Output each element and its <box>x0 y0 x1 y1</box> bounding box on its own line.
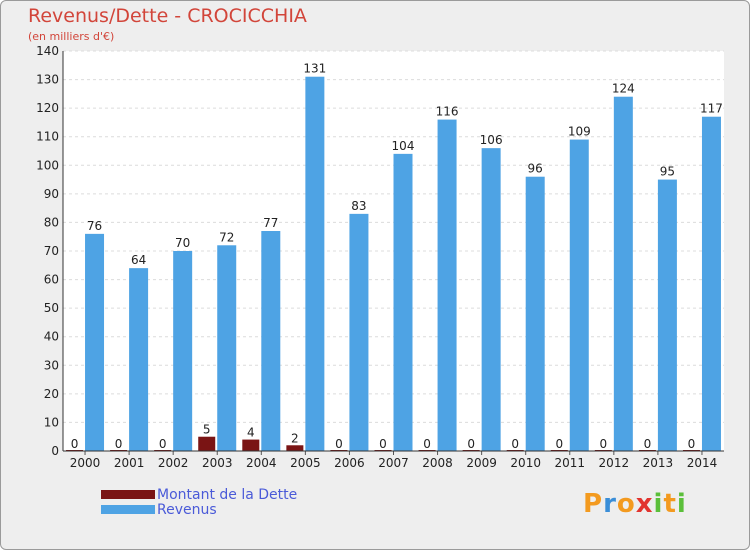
x-tick-label: 2004 <box>246 456 277 470</box>
debt-value-label: 0 <box>115 437 123 451</box>
debt-value-label: 2 <box>291 431 299 445</box>
revenue-bar <box>657 179 677 452</box>
y-tick-label: 20 <box>44 387 59 401</box>
legend-swatch-revenue <box>101 505 155 514</box>
legend-item-debt: Montant de la Dette <box>101 486 298 503</box>
chart-subtitle: (en milliers d'€) <box>28 30 115 43</box>
y-tick-label: 120 <box>36 101 59 115</box>
x-tick-label: 2013 <box>643 456 674 470</box>
y-tick-label: 70 <box>44 244 59 258</box>
revenue-bar <box>217 245 237 451</box>
revenue-bar <box>173 251 193 451</box>
y-tick-label: 60 <box>44 273 59 287</box>
debt-value-label: 4 <box>247 426 255 440</box>
legend-swatch-debt <box>101 490 155 499</box>
legend-label-debt: Montant de la Dette <box>157 486 298 503</box>
revenue-bar <box>437 119 457 452</box>
x-tick-label: 2014 <box>687 456 718 470</box>
logo-letter: x <box>635 489 654 519</box>
x-tick-label: 2002 <box>158 456 189 470</box>
chart-legend: Montant de la Dette Revenus <box>101 486 298 518</box>
debt-value-label: 0 <box>555 437 563 451</box>
revenue-value-label: 83 <box>351 199 366 213</box>
logo-letter: i <box>653 489 664 519</box>
logo-letter: r <box>603 489 617 519</box>
y-tick-label: 110 <box>36 130 59 144</box>
y-tick-label: 130 <box>36 73 59 87</box>
debt-bar <box>286 445 304 451</box>
revenue-bar <box>129 268 149 451</box>
revenue-value-label: 96 <box>528 162 543 176</box>
x-tick-label: 2007 <box>378 456 409 470</box>
y-tick-label: 100 <box>36 158 59 172</box>
x-tick-label: 2012 <box>599 456 630 470</box>
revenue-bar <box>481 148 501 451</box>
revenue-value-label: 76 <box>87 219 102 233</box>
chart-title: Revenus/Dette - CROCICCHIA <box>28 5 307 27</box>
y-tick-label: 0 <box>51 444 59 458</box>
revenue-bar <box>701 116 721 451</box>
revenue-bar <box>85 233 105 451</box>
legend-label-revenue: Revenus <box>157 501 217 518</box>
x-tick-label: 2010 <box>510 456 541 470</box>
revenue-bar <box>569 139 589 452</box>
revenue-value-label: 106 <box>480 133 503 147</box>
revenue-value-label: 109 <box>568 125 591 139</box>
revenue-bar <box>305 76 325 451</box>
revenue-value-label: 95 <box>660 165 675 179</box>
revenue-value-label: 77 <box>263 216 278 230</box>
debt-value-label: 0 <box>335 437 343 451</box>
y-tick-label: 90 <box>44 187 59 201</box>
x-tick-label: 2005 <box>290 456 321 470</box>
debt-value-label: 0 <box>379 437 387 451</box>
x-tick-label: 2003 <box>202 456 233 470</box>
y-tick-label: 80 <box>44 215 59 229</box>
debt-bar <box>242 439 260 451</box>
y-tick-label: 30 <box>44 358 59 372</box>
debt-value-label: 0 <box>71 437 79 451</box>
y-tick-label: 40 <box>44 330 59 344</box>
logo-letter: P <box>583 489 604 519</box>
revenue-bar <box>613 96 633 451</box>
revenue-bar <box>261 231 281 451</box>
debt-value-label: 0 <box>644 437 652 451</box>
revenue-value-label: 117 <box>700 102 723 116</box>
x-tick-label: 2000 <box>70 456 101 470</box>
revenue-bar <box>349 213 369 451</box>
debt-value-label: 0 <box>159 437 167 451</box>
debt-value-label: 0 <box>467 437 475 451</box>
logo-letter: i <box>676 489 687 519</box>
y-tick-label: 50 <box>44 301 59 315</box>
x-tick-label: 2001 <box>114 456 145 470</box>
revenue-value-label: 72 <box>219 230 234 244</box>
revenue-value-label: 104 <box>392 139 415 153</box>
debt-value-label: 5 <box>203 423 211 437</box>
x-tick-label: 2006 <box>334 456 365 470</box>
debt-bar <box>198 436 216 451</box>
revenue-value-label: 124 <box>612 82 635 96</box>
proxiti-logo: Proxiti <box>583 489 687 519</box>
logo-letter: t <box>663 489 677 519</box>
revenue-value-label: 70 <box>175 236 190 250</box>
revenue-value-label: 64 <box>131 253 146 267</box>
x-tick-label: 2011 <box>554 456 585 470</box>
y-tick-label: 140 <box>36 44 59 58</box>
revenue-value-label: 131 <box>303 62 326 76</box>
debt-value-label: 0 <box>600 437 608 451</box>
y-tick-label: 10 <box>44 415 59 429</box>
x-tick-label: 2008 <box>422 456 453 470</box>
x-tick-label: 2009 <box>466 456 497 470</box>
debt-value-label: 0 <box>423 437 431 451</box>
revenue-bar <box>525 176 545 451</box>
revenue-value-label: 116 <box>436 105 459 119</box>
debt-value-label: 0 <box>688 437 696 451</box>
legend-item-revenue: Revenus <box>101 501 297 518</box>
logo-letter: o <box>616 489 636 519</box>
debt-value-label: 0 <box>511 437 519 451</box>
revenue-bar <box>393 153 413 451</box>
